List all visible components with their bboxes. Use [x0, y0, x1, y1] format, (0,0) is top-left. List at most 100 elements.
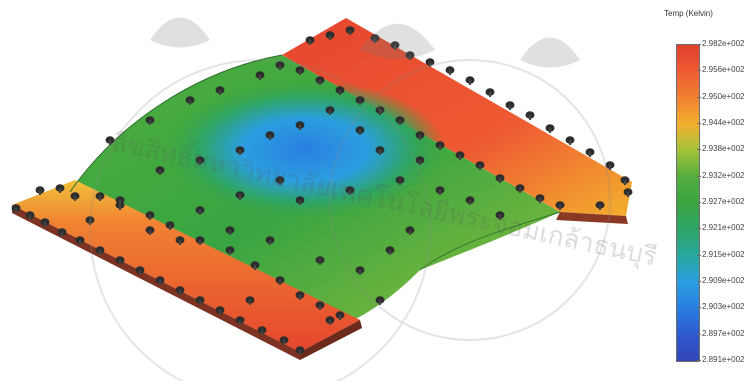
fixture-pin-stem: [349, 30, 351, 35]
fixture-pin-stem: [159, 280, 161, 285]
fixture-pin-stem: [509, 105, 511, 110]
fixture-pin-stem: [199, 160, 201, 165]
legend-tick-mark: [697, 149, 701, 151]
legend-tick-mark: [697, 123, 701, 124]
fixture-pin-stem: [239, 195, 241, 200]
fixture-pin-stem: [99, 196, 101, 201]
fixture-pin-stem: [189, 100, 191, 105]
fixture-pin-stem: [359, 130, 361, 135]
fixture-pin-stem: [374, 38, 376, 43]
fixture-pin-stem: [229, 230, 231, 235]
legend-tick-label: 2.891e+002: [702, 355, 745, 364]
fixture-pin-stem: [149, 230, 151, 235]
legend-tick-label: 2.938e+002: [702, 144, 745, 154]
fixture-pin-stem: [119, 205, 121, 210]
legend-tick-mark: [697, 44, 701, 45]
fixture-pin-stem: [39, 190, 41, 195]
fixture-pin-stem: [419, 160, 421, 165]
fixture-pin-stem: [119, 260, 121, 265]
fixture-pin-stem: [229, 250, 231, 255]
fixture-pin-stem: [627, 192, 629, 197]
legend-tick-label: 2.950e+002: [702, 91, 745, 101]
fixture-pin-stem: [299, 70, 301, 75]
fixture-pin-stem: [519, 188, 521, 193]
fixture-pin-stem: [379, 300, 381, 305]
fixture-pin-stem: [399, 120, 401, 125]
fixture-pin-stem: [199, 240, 201, 245]
fixture-pin-stem: [61, 232, 63, 237]
fixture-pin-stem: [283, 340, 285, 345]
fixture-pin-stem: [219, 90, 221, 95]
fixture-pin-stem: [279, 65, 281, 70]
fixture-pin-stem: [149, 120, 151, 125]
fixture-pin-stem: [279, 180, 281, 185]
fixture-pin-stem: [379, 110, 381, 115]
fixture-pin-stem: [254, 265, 256, 270]
fixture-pin-stem: [279, 280, 281, 285]
front-hot-strip: [12, 180, 360, 352]
fixture-pin-stem: [624, 180, 626, 185]
legend-tick-mark: [697, 70, 701, 72]
fixture-pin-stem: [239, 150, 241, 155]
fixture-pin-stem: [589, 152, 591, 157]
fixture-pin-stem: [329, 320, 331, 325]
fixture-pin-stem: [599, 205, 601, 210]
legend-tick-label: 2.921e+002: [702, 223, 745, 233]
legend-tick-mark: [697, 228, 701, 230]
fixture-pin-stem: [469, 80, 471, 85]
fixture-pin-stem: [299, 295, 301, 300]
back-strip-edge: [556, 212, 628, 224]
fixture-pin-stem: [89, 220, 91, 225]
fixture-pin-stem: [549, 128, 551, 133]
fixture-pin-stem: [219, 310, 221, 315]
fixture-pin-stem: [409, 55, 411, 60]
back-hot-strip: [282, 18, 632, 216]
fixture-pin-stem: [74, 196, 76, 201]
fixture-pin-stem: [149, 215, 151, 220]
legend-tick-label: 2.932e+002: [702, 170, 745, 180]
fixture-pin-stem: [29, 215, 31, 220]
fixture-pin-stem: [559, 205, 561, 210]
legend-tick-label: 2.944e+002: [702, 118, 745, 127]
legend-tick-label: 2.927e+002: [702, 197, 745, 206]
fixture-pin-stem: [329, 35, 331, 40]
fixture-pin-stem: [79, 240, 81, 245]
fixture-pins: [11, 26, 633, 355]
fixture-pin-stem: [489, 92, 491, 97]
fixture-pin-stem: [299, 200, 301, 205]
fixture-pin-stem: [539, 198, 541, 203]
legend-tick-mark: [697, 202, 701, 203]
fixture-pin-stem: [459, 155, 461, 160]
legend-tick-mark: [697, 307, 701, 309]
fixture-pin-stem: [179, 240, 181, 245]
fixture-pin-stem: [449, 70, 451, 75]
panel-outline: [69, 54, 283, 193]
fixture-pin-stem: [529, 115, 531, 120]
fixture-pin-stem: [439, 145, 441, 150]
fixture-pin-stem: [319, 260, 321, 265]
fixture-pin-stem: [59, 188, 61, 193]
fixture-pin-stem: [359, 100, 361, 105]
fixture-pin-stem: [119, 200, 121, 205]
fixture-pin-stem: [169, 225, 171, 230]
fixture-pin-stem: [199, 300, 201, 305]
legend-tick-label: 2.909e+002: [702, 276, 745, 285]
fixture-pin-stem: [309, 40, 311, 45]
fixture-pin-stem: [15, 208, 17, 213]
fixture-pin-stem: [269, 135, 271, 140]
fixture-pin-stem: [429, 62, 431, 67]
panel-crease: [419, 211, 561, 271]
legend-tick-label: 2.915e+002: [702, 249, 745, 259]
fixture-pin-stem: [239, 320, 241, 325]
fixture-pin-stem: [159, 170, 161, 175]
legend-tick-mark: [697, 96, 701, 98]
legend-tick-label: 2.897e+002: [702, 328, 745, 338]
fixture-pin-stem: [99, 250, 101, 255]
fixture-pin-stem: [339, 315, 341, 320]
fixture-pin-stem: [569, 140, 571, 145]
fixture-pin-stem: [199, 210, 201, 215]
fixture-pin-stem: [399, 180, 401, 185]
legend-title: Temp (Kelvin): [664, 9, 713, 18]
